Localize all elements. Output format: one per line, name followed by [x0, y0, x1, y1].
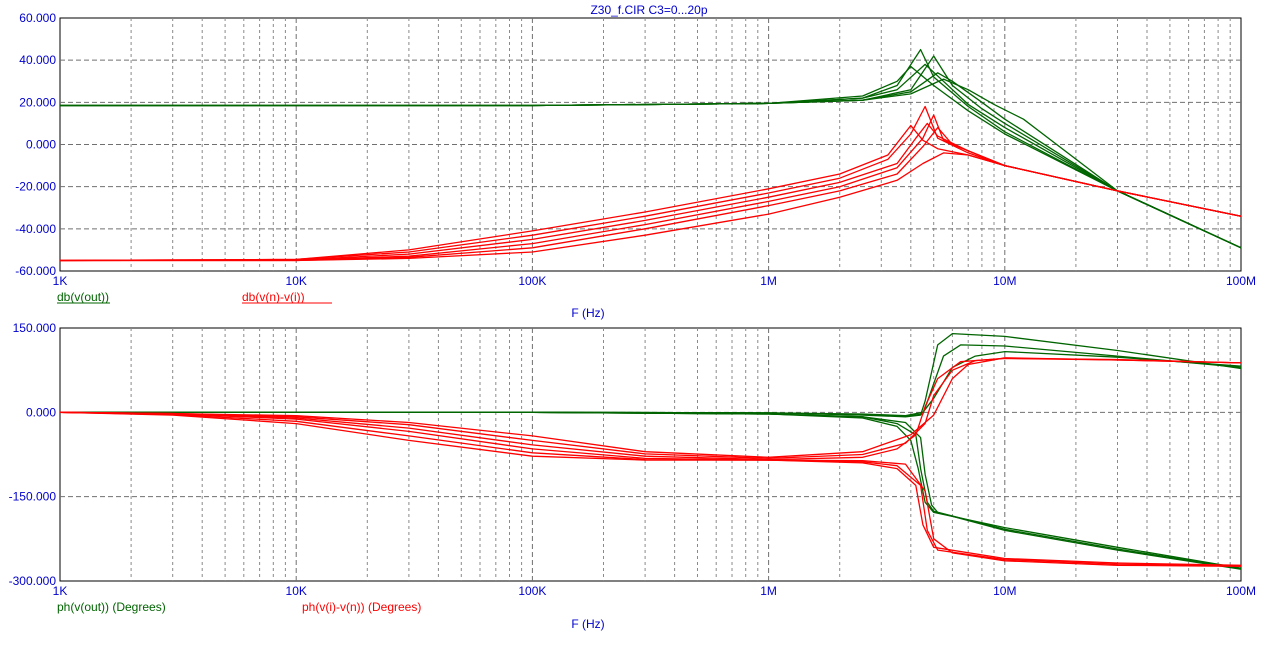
phase-series	[59, 332, 1242, 570]
magnitude-y-tick-label: 40.000	[19, 53, 56, 67]
magnitude-y-tick-label: -60.000	[15, 264, 56, 278]
magnitude-y-tick-label: -20.000	[15, 180, 56, 194]
legend-ph-vout: ph(v(out)) (Degrees)	[57, 600, 166, 614]
chart-title: Z30_f.CIR C3=0...20p	[590, 3, 707, 17]
magnitude-x-tick-label: 10M	[993, 274, 1016, 288]
magnitude-x-axis-label: F (Hz)	[571, 306, 604, 320]
phase-series-1-curve	[59, 357, 1242, 461]
magnitude-y-tick-labels: 60.000 40.000 20.000 0.000 -20.000 -40.000 -60…	[15, 11, 56, 278]
magnitude-series-1-curve	[60, 152, 1242, 262]
phase-series-1-curve	[59, 411, 1242, 566]
magnitude-x-tick-label: 100M	[1226, 274, 1256, 288]
phase-y-tick-label: 150.000	[13, 321, 57, 335]
magnitude-y-tick-label: 60.000	[19, 11, 56, 25]
magnitude-y-tick-label: 0.000	[26, 138, 56, 152]
magnitude-x-tick-label: 1K	[53, 274, 68, 288]
phase-series-1-curve	[59, 357, 1242, 458]
magnitude-series-1-curve	[59, 122, 1242, 262]
phase-series-0-curve	[60, 411, 1242, 569]
phase-series-0-curve	[60, 350, 1242, 417]
phase-x-tick-label: 100K	[518, 584, 546, 598]
phase-y-tick-label: 0.000	[26, 405, 56, 419]
phase-series-1-curve	[59, 411, 1242, 568]
magnitude-x-tick-label: 10K	[286, 274, 307, 288]
magnitude-series-0-curve	[60, 78, 1242, 249]
phase-plot-frame	[59, 327, 1242, 582]
phase-series-0-curve	[60, 344, 1242, 417]
phase-series-1-curve	[59, 357, 1242, 460]
magnitude-x-tick-label: 100K	[518, 274, 546, 288]
magnitude-series-0-curve	[60, 48, 1242, 249]
phase-series-1-curve	[59, 411, 1242, 567]
phase-y-tick-label: -150.000	[9, 490, 57, 504]
phase-x-tick-labels: 1K 10K 100K 1M 10M 100M	[53, 584, 1256, 598]
magnitude-grid	[60, 18, 1241, 271]
phase-x-tick-label: 1M	[760, 584, 777, 598]
phase-series-0-curve	[60, 411, 1242, 570]
magnitude-series	[59, 48, 1242, 262]
magnitude-series-1-curve	[60, 126, 1242, 262]
phase-series-0-curve	[60, 411, 1242, 570]
phase-x-tick-label: 10K	[286, 584, 307, 598]
phase-y-tick-labels: 150.000 0.000 -150.000 -300.000	[9, 321, 57, 588]
phase-panel: 150.000 0.000 -150.000 -300.000 1K 10K 100K 1M…	[9, 321, 1256, 631]
phase-x-axis-label: F (Hz)	[571, 617, 604, 631]
magnitude-y-tick-label: 20.000	[19, 95, 56, 109]
magnitude-y-tick-label: -40.000	[15, 222, 56, 236]
phase-x-tick-label: 1K	[53, 584, 68, 598]
magnitude-series-1-curve	[59, 105, 1242, 262]
legend-ph-vi-vn: ph(v(i)-v(n)) (Degrees)	[302, 600, 421, 614]
phase-x-tick-label: 100M	[1226, 584, 1256, 598]
magnitude-panel: 60.000 40.000 20.000 0.000 -20.000 -40.000 -60…	[15, 11, 1256, 320]
magnitude-x-tick-labels: 1K 10K 100K 1M 10M 100M	[53, 274, 1256, 288]
phase-y-tick-label: -300.000	[9, 574, 57, 588]
legend-db-vn-vi: db(v(n)-v(i))	[242, 290, 305, 304]
magnitude-x-tick-label: 1M	[760, 274, 777, 288]
phase-x-tick-label: 10M	[993, 584, 1016, 598]
magnitude-series-1-curve	[59, 124, 1242, 262]
phase-series-0-curve	[60, 332, 1242, 418]
legend-db-vout: db(v(out))	[57, 290, 109, 304]
magnitude-series-1-curve	[59, 114, 1242, 262]
